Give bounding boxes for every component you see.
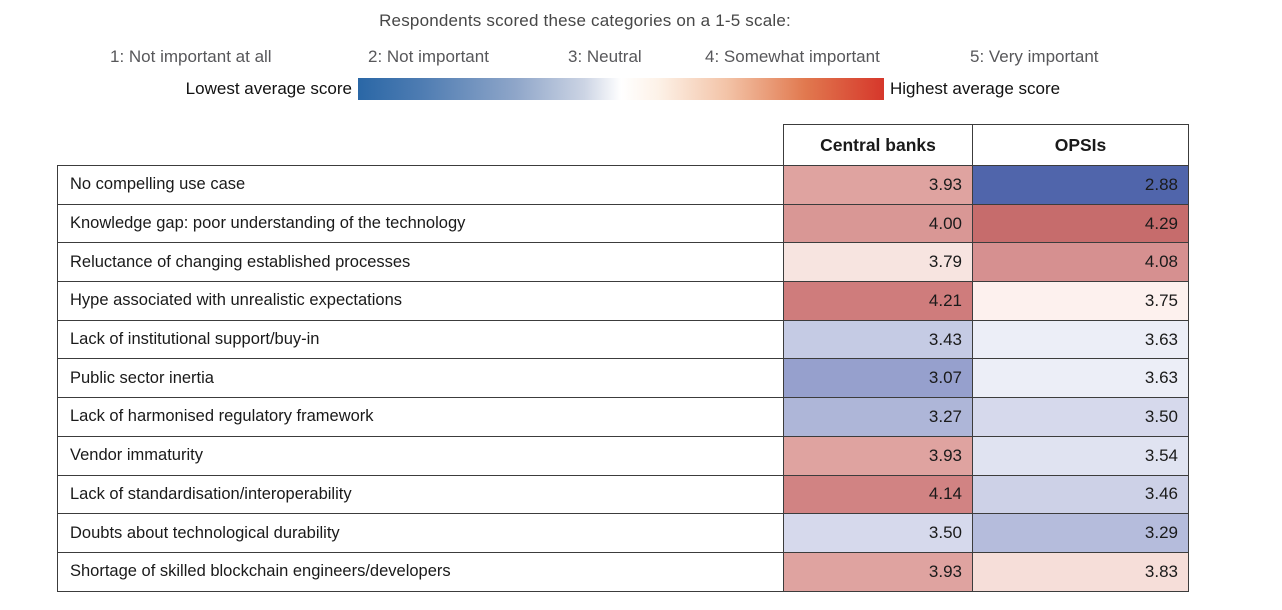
central-banks-score-cell: 4.21 [783, 281, 973, 321]
row-label: Lack of harmonised regulatory framework [57, 397, 784, 437]
central-banks-score-cell: 3.27 [783, 397, 973, 437]
row-label: Knowledge gap: poor understanding of the… [57, 203, 784, 244]
scale-item-2: 2: Not important [368, 47, 489, 66]
central-banks-score-cell: 3.93 [783, 551, 973, 592]
legend-gradient-bar [358, 78, 884, 100]
scale-item-3: 3: Neutral [568, 47, 642, 66]
row-label: Public sector inertia [57, 358, 784, 399]
central-banks-score-cell: 3.07 [783, 358, 973, 399]
row-label: Vendor immaturity [57, 435, 784, 476]
central-banks-score-cell: 3.93 [783, 165, 973, 205]
opsis-score-cell: 3.54 [972, 435, 1189, 476]
table-row: Lack of harmonised regulatory framework … [57, 397, 1189, 437]
central-banks-score-cell: 3.93 [783, 435, 973, 476]
opsis-score-cell: 3.29 [972, 513, 1189, 553]
scale-item-5: 5: Very important [970, 47, 1099, 66]
header-central-banks: Central banks [783, 124, 973, 166]
chart-title: Respondents scored these categories on a… [379, 11, 791, 30]
table-row: Shortage of skilled blockchain engineers… [57, 551, 1189, 592]
central-banks-score-cell: 3.43 [783, 319, 973, 360]
row-label: No compelling use case [57, 165, 784, 205]
table-row: Vendor immaturity 3.93 3.54 [57, 435, 1189, 476]
header-row: Central banks OPSIs [58, 124, 1189, 166]
table-row: Lack of standardisation/interoperability… [57, 474, 1189, 515]
table-row: Reluctance of changing established proce… [57, 242, 1189, 283]
lowest-score-label: Lowest average score [185, 79, 352, 98]
row-label: Reluctance of changing established proce… [57, 242, 784, 283]
scale-item-1: 1: Not important at all [110, 47, 272, 66]
table-row: No compelling use case 3.93 2.88 [57, 165, 1189, 205]
row-label: Hype associated with unrealistic expecta… [57, 281, 784, 321]
opsis-score-cell: 4.29 [972, 203, 1189, 244]
central-banks-score-cell: 3.50 [783, 513, 973, 553]
row-label: Lack of institutional support/buy-in [57, 319, 784, 360]
table-row: Public sector inertia 3.07 3.63 [57, 358, 1189, 399]
opsis-score-cell: 3.46 [972, 474, 1189, 515]
row-label: Lack of standardisation/interoperability [57, 474, 784, 515]
opsis-score-cell: 2.88 [972, 165, 1189, 205]
opsis-score-cell: 4.08 [972, 242, 1189, 283]
score-table: Central banks OPSIs No compelling use ca… [57, 124, 1189, 592]
opsis-score-cell: 3.63 [972, 358, 1189, 399]
table-row: Lack of institutional support/buy-in 3.4… [57, 319, 1189, 360]
table-row: Doubts about technological durability 3.… [57, 513, 1189, 553]
central-banks-score-cell: 4.14 [783, 474, 973, 515]
opsis-score-cell: 3.63 [972, 319, 1189, 360]
header-empty-cell [58, 125, 784, 166]
row-label: Doubts about technological durability [57, 513, 784, 553]
central-banks-score-cell: 3.79 [783, 242, 973, 283]
highest-score-label: Highest average score [890, 79, 1061, 98]
row-label: Shortage of skilled blockchain engineers… [57, 551, 784, 592]
color-legend: Lowest average score Highest average sco… [0, 78, 1282, 101]
central-banks-score-cell: 4.00 [783, 203, 973, 244]
table-row: Hype associated with unrealistic expecta… [57, 281, 1189, 321]
scale-legend: 1: Not important at all 2: Not important… [0, 47, 1282, 69]
scale-item-4: 4: Somewhat important [705, 47, 880, 66]
table-row: Knowledge gap: poor understanding of the… [57, 203, 1189, 244]
opsis-score-cell: 3.50 [972, 397, 1189, 437]
opsis-score-cell: 3.75 [972, 281, 1189, 321]
header-opsis: OPSIs [972, 124, 1189, 166]
opsis-score-cell: 3.83 [972, 551, 1189, 592]
